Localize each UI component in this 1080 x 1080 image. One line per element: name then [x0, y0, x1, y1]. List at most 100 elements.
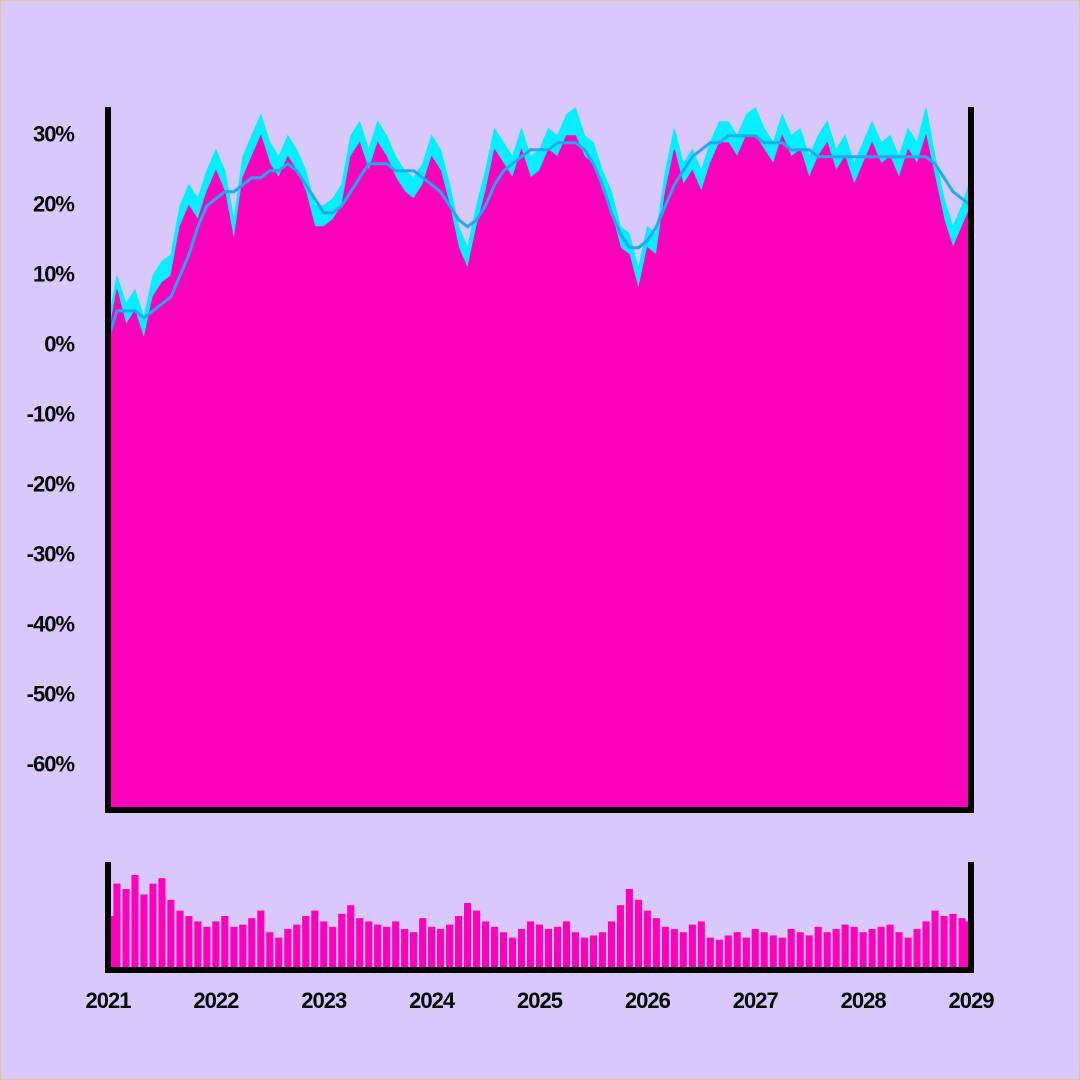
volume-bar [108, 916, 116, 970]
volume-bar [571, 932, 579, 970]
volume-bar [742, 937, 750, 970]
volume-bar [239, 924, 247, 970]
volume-bar [832, 928, 840, 970]
volume-bar [751, 928, 759, 970]
volume-bar [473, 910, 481, 970]
volume-bar [122, 889, 130, 970]
volume-bar [760, 932, 768, 970]
y-tick-label: -20% [27, 472, 75, 497]
volume-bar [365, 921, 373, 970]
volume-bar [194, 921, 202, 970]
volume-bar [616, 905, 624, 970]
volume-bar [706, 937, 714, 970]
volume-bar [553, 926, 562, 970]
volume-bar [643, 910, 651, 970]
y-tick-label: 10% [33, 262, 74, 287]
volume-bar [733, 932, 741, 970]
volume-bar [562, 921, 571, 970]
x-tick-label: 2021 [86, 988, 132, 1013]
volume-bar [500, 932, 508, 970]
volume-bar [607, 921, 616, 970]
volume-bar [859, 932, 867, 970]
volume-bar [679, 932, 687, 970]
volume-bar [787, 928, 795, 970]
volume-bar [410, 932, 418, 970]
volume-bar [383, 926, 391, 970]
y-tick-label: -50% [27, 682, 75, 707]
y-tick-label: -60% [27, 752, 75, 777]
volume-bar [805, 935, 813, 970]
volume-bar [517, 928, 526, 970]
x-tick-label: 2025 [517, 988, 563, 1013]
x-tick-label: 2026 [625, 988, 671, 1013]
volume-bar [661, 926, 669, 970]
x-tick-label: 2028 [841, 988, 887, 1013]
volume-bar [338, 913, 346, 970]
volume-bar [940, 916, 948, 970]
volume-bar [131, 874, 139, 970]
volume-bar [437, 928, 445, 970]
volume-bar [446, 924, 454, 970]
volume-bar [535, 924, 544, 970]
volume-bar [401, 928, 409, 970]
volume-bar [463, 903, 472, 970]
volume-bar [428, 926, 436, 970]
volume-bar [823, 932, 831, 970]
x-tick-label: 2024 [409, 988, 456, 1013]
volume-bar [796, 932, 804, 970]
volume-bar [598, 932, 606, 970]
volume-bar [266, 932, 274, 970]
volume-bar [868, 928, 876, 970]
volume-bar [284, 928, 292, 970]
volume-bar [203, 926, 211, 970]
volume-bar [320, 921, 328, 970]
volume-bar [508, 937, 517, 970]
volume-bar [302, 916, 310, 970]
volume-bar [580, 937, 589, 970]
x-tick-label: 2029 [949, 988, 995, 1013]
moving-average-line [106, 134, 972, 340]
y-tick-label: 30% [33, 122, 74, 147]
volume-bar [311, 910, 319, 970]
volume-bar [634, 899, 642, 970]
volume-bar [347, 905, 355, 970]
volume-bar [895, 932, 903, 970]
axis-frame [105, 862, 974, 973]
volume-bar [913, 928, 921, 970]
volume-bar [922, 921, 930, 970]
volume-bar [652, 918, 660, 970]
volume-bar [293, 924, 301, 970]
volume-bar [931, 910, 939, 970]
volume-bar [374, 924, 382, 970]
volume-bar [257, 910, 265, 970]
volume-bar [140, 894, 148, 970]
y-tick-label: -40% [27, 612, 75, 637]
volume-bar [490, 926, 499, 970]
volume-bar [248, 918, 256, 970]
volume-bar [392, 921, 400, 970]
y-tick-label: 20% [33, 192, 74, 217]
volume-bar [113, 883, 121, 970]
volume-bar [176, 910, 184, 970]
volume-bar [850, 926, 858, 970]
volume-bar [482, 921, 490, 970]
volume-bar [886, 924, 894, 970]
volume-bar [778, 937, 786, 970]
volume-bar [814, 926, 822, 970]
volume-bar [769, 935, 777, 970]
volume-bar [356, 918, 364, 970]
x-tick-label: 2023 [301, 988, 347, 1013]
volume-bar [185, 916, 193, 970]
x-tick-label: 2027 [733, 988, 779, 1013]
volume-bar [329, 926, 337, 970]
volume-bar [419, 918, 427, 970]
volume-bar [158, 878, 166, 970]
volume-bar [670, 928, 678, 970]
volume-bar [904, 937, 912, 970]
volume-bar [625, 889, 633, 970]
y-tick-label: -30% [27, 542, 75, 567]
volume-bar [167, 899, 175, 970]
volume-bar [715, 939, 723, 970]
